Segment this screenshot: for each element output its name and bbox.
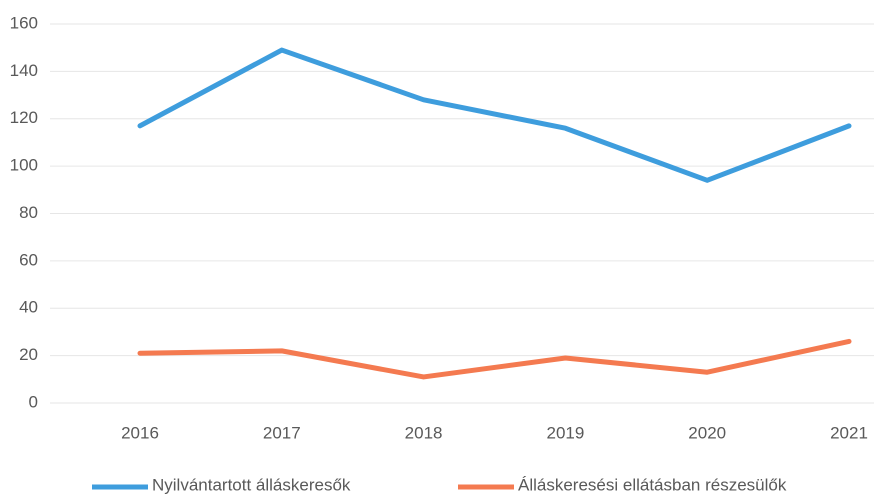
x-tick-label: 2016 <box>121 423 159 442</box>
legend-label: Nyilvántartott álláskeresők <box>152 475 351 494</box>
y-tick-label: 100 <box>10 156 38 175</box>
y-tick-label: 40 <box>19 298 38 317</box>
x-tick-label: 2018 <box>405 423 443 442</box>
series-line <box>137 47 852 183</box>
y-tick-label: 0 <box>29 392 38 411</box>
x-tick-label: 2019 <box>546 423 584 442</box>
y-tick-label: 120 <box>10 108 38 127</box>
x-tick-label: 2017 <box>263 423 301 442</box>
y-tick-label: 140 <box>10 61 38 80</box>
series-line <box>137 338 852 380</box>
legend-label: Álláskeresési ellátásban részesülők <box>518 475 787 494</box>
y-tick-label: 160 <box>10 13 38 32</box>
x-tick-label: 2020 <box>688 423 726 442</box>
x-tick-label: 2021 <box>830 423 868 442</box>
y-tick-label: 60 <box>19 250 38 269</box>
y-tick-label: 20 <box>19 345 38 364</box>
y-tick-label: 80 <box>19 203 38 222</box>
